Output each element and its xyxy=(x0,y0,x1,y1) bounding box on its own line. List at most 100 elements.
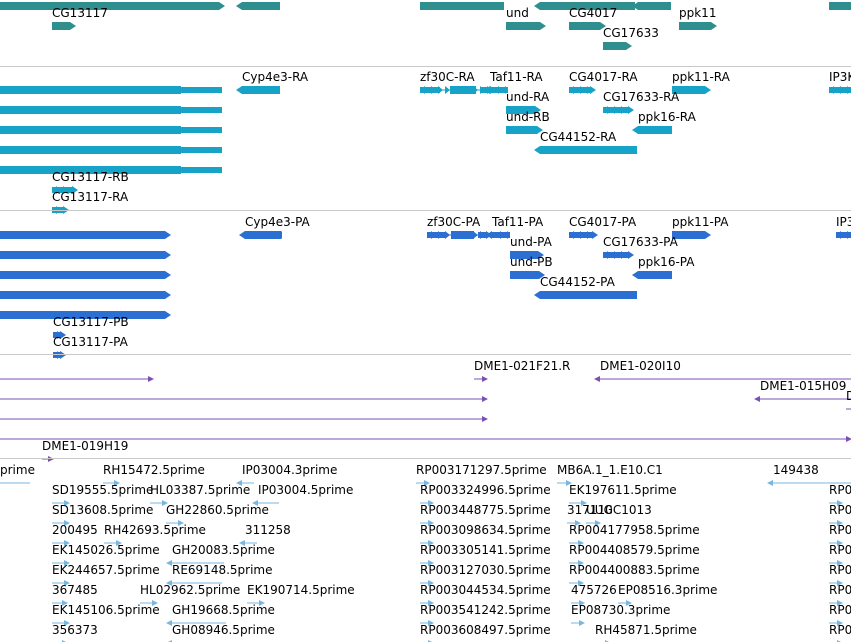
genes-feature-label: ppk11 xyxy=(679,6,717,20)
strand-arrow xyxy=(165,291,171,299)
ests-feature-label: HL03387.5prime xyxy=(150,483,251,497)
ests-glyph xyxy=(52,540,70,546)
strand-arrow xyxy=(162,500,168,506)
strand-arrow xyxy=(424,480,430,486)
ests-feature-label: 475726 xyxy=(571,583,617,597)
strand-arrow xyxy=(595,520,601,526)
ests-feature-label: RH45871.5prime xyxy=(595,623,697,637)
strand-arrow xyxy=(252,500,258,506)
strand-chevron xyxy=(621,146,626,154)
strand-chevron xyxy=(697,86,702,94)
strand-chevron xyxy=(676,231,681,239)
exon-block xyxy=(0,231,149,239)
ests-glyph xyxy=(239,540,257,546)
genes-glyph xyxy=(0,2,225,10)
ests-feature-label: RP003098634.5prime xyxy=(420,523,551,537)
strand-chevron xyxy=(544,291,549,299)
exon-block xyxy=(181,167,222,173)
strand-chevron xyxy=(614,106,619,114)
gene-body xyxy=(540,2,635,10)
ests-glyph xyxy=(829,540,843,546)
proteins-feature-label: Cyp4e3-PA xyxy=(245,215,310,229)
strand-arrow xyxy=(428,580,434,586)
strand-arrow xyxy=(626,42,632,50)
strand-chevron xyxy=(558,291,563,299)
strand-chevron xyxy=(690,231,695,239)
strand-chevron xyxy=(676,86,681,94)
transcripts-feature-label: ppk11-RA xyxy=(672,70,730,84)
strand-arrow xyxy=(165,231,171,239)
strand-chevron xyxy=(840,231,845,239)
exon-block xyxy=(0,126,149,134)
strand-arrow xyxy=(482,416,488,422)
strand-chevron xyxy=(580,231,585,239)
strand-chevron xyxy=(628,146,633,154)
genes-glyph xyxy=(679,22,717,30)
strand-arrow xyxy=(236,480,242,486)
proteins-feature-label: CG4017-PA xyxy=(569,215,637,229)
transcripts-feature-label: CG13117-RB xyxy=(52,170,129,184)
strand-chevron xyxy=(459,231,464,239)
ests-glyph xyxy=(236,480,254,486)
strand-arrow xyxy=(166,560,172,566)
strand-chevron xyxy=(431,231,436,239)
ests-glyph xyxy=(104,540,122,546)
exon-block xyxy=(0,311,149,319)
strand-chevron xyxy=(503,231,508,239)
strand-arrow xyxy=(486,231,492,239)
genes-glyph xyxy=(632,2,671,10)
track-separator xyxy=(0,210,851,211)
strand-chevron xyxy=(431,86,436,94)
exon-block xyxy=(53,352,60,358)
strand-arrow xyxy=(837,560,843,566)
strand-chevron xyxy=(521,271,526,279)
strand-arrow xyxy=(705,231,711,239)
ests-glyph xyxy=(166,620,226,626)
strand-chevron xyxy=(473,86,478,94)
strand-chevron xyxy=(480,86,485,94)
proteins-glyph xyxy=(427,231,492,239)
ests-glyph xyxy=(420,620,434,626)
ests-feature-label: 317110 xyxy=(567,503,613,517)
strand-chevron xyxy=(607,291,612,299)
ests-feature-label: GH08946.5prime xyxy=(172,623,275,637)
proteins-glyph xyxy=(534,291,637,299)
strand-chevron xyxy=(246,86,251,94)
ests-glyph xyxy=(571,600,585,606)
clones-feature-label: DME1-019H19 xyxy=(42,439,129,453)
ests-glyph xyxy=(569,540,584,546)
genes-feature-label: CG13117 xyxy=(52,6,108,20)
ests-feature-label: EK145026.5prime xyxy=(52,543,160,557)
ests-glyph xyxy=(571,620,585,626)
strand-arrow xyxy=(64,580,70,586)
ests-feature-label: 367485 xyxy=(52,583,98,597)
clones-feature-label: DME1-015H09 xyxy=(760,379,847,393)
strand-chevron xyxy=(57,351,62,359)
ests-glyph xyxy=(52,620,70,626)
strand-chevron xyxy=(607,106,612,114)
exon-block xyxy=(181,87,222,93)
strand-chevron xyxy=(621,291,626,299)
ests-glyph xyxy=(52,560,70,566)
transcripts-feature-label: Taf11-RA xyxy=(490,70,543,84)
ests-glyph xyxy=(837,640,841,642)
clones-feature-label: DME1-021F21.R xyxy=(474,359,571,373)
ests-feature-label: RH15472.5prime xyxy=(103,463,205,477)
strand-chevron xyxy=(267,86,272,94)
proteins-feature-label: IP3 xyxy=(836,215,851,229)
strand-arrow xyxy=(837,520,843,526)
ests-feature-label: prime xyxy=(0,463,35,477)
ests-glyph xyxy=(52,600,68,606)
gene-track: CG13117Cyp4e3zf30CTaf11CG44152ppk16IP3Ku… xyxy=(0,0,851,66)
exon-block xyxy=(181,127,222,133)
strand-chevron xyxy=(558,146,563,154)
strand-arrow xyxy=(428,540,434,546)
ests-glyph xyxy=(420,600,434,606)
ests-feature-label: HL02962.5prime xyxy=(140,583,241,597)
gene-body xyxy=(506,22,540,30)
ests-glyph xyxy=(150,500,168,506)
ests-glyph xyxy=(420,560,434,566)
ests-feature-label: RP004408579.5prime xyxy=(569,543,700,557)
strand-chevron xyxy=(621,106,626,114)
